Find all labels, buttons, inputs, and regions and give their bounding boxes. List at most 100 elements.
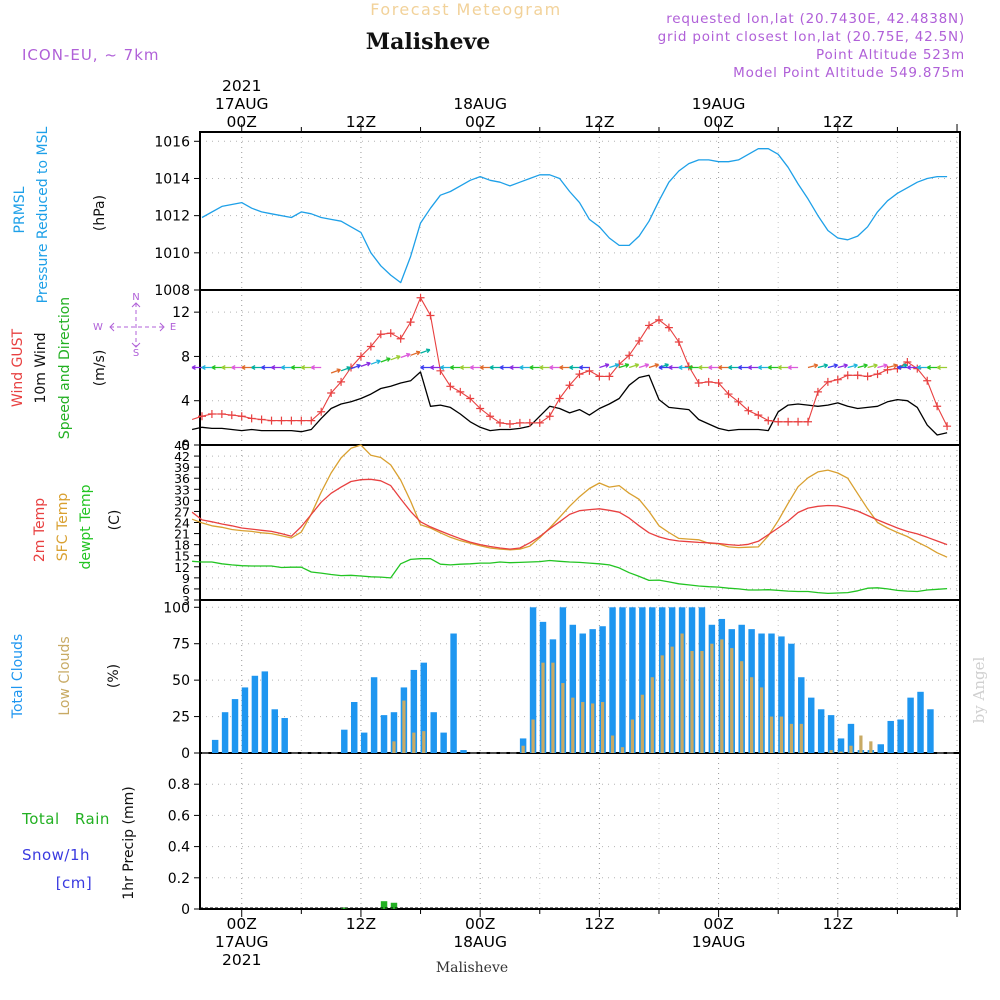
low-cloud-bar (581, 702, 585, 753)
ytick-label: 33 (174, 482, 190, 497)
low-cloud-bar (799, 723, 803, 753)
gust-marker (565, 381, 574, 390)
wind-unit: (m/s) (92, 350, 108, 387)
bottom-time-label: 12Z (584, 915, 614, 933)
wind-arrow (708, 365, 719, 370)
total-cloud-bar (450, 633, 457, 753)
top-time-label: 2021 (222, 77, 261, 95)
ytick-label: 0.6 (168, 808, 190, 824)
total-cloud-bar (529, 607, 537, 753)
wind-arrow (410, 350, 421, 356)
ytick-label: 0 (181, 746, 190, 762)
gust-marker (237, 412, 246, 421)
low-cloud-bar (392, 741, 396, 753)
gust-marker (356, 352, 365, 361)
low-cloud-bar (422, 731, 426, 753)
wind-arrow (360, 361, 371, 368)
low-cloud-bar (740, 661, 744, 753)
ytick-label: 1014 (154, 171, 190, 187)
gust-marker (605, 372, 614, 381)
snow-label: Snow/1h (22, 846, 90, 864)
gust-marker (664, 323, 673, 332)
bottom-time-label: 18AUG (453, 933, 507, 951)
temp2m-label: 2m Temp (32, 498, 48, 562)
gust-marker (416, 293, 425, 302)
ytick-label: 24 (174, 516, 190, 531)
panel-4: 0 0.2 0.4 0.6 0.8 (168, 752, 961, 918)
low-cloud-bar (571, 697, 575, 753)
gust-marker (774, 417, 783, 426)
gust-marker (317, 407, 326, 416)
bottom-time-label: 2021 (222, 951, 261, 969)
gust-marker (515, 418, 524, 427)
low-cloud-bar (640, 694, 644, 753)
wind-arrow (767, 365, 779, 370)
low-cloud-bar (690, 651, 694, 753)
low-cloud-bar (710, 643, 714, 753)
top-time-label: 12Z (346, 113, 376, 131)
compass-s: S (133, 348, 139, 359)
ytick-label: 0.8 (168, 777, 190, 793)
sfc-line (191, 444, 948, 558)
compass-icon: N S W E (93, 292, 176, 359)
wind-arrow (887, 363, 898, 369)
gust-marker (327, 388, 336, 397)
ytick-label: 39 (174, 460, 190, 475)
gust-marker (496, 418, 505, 427)
temp-unit: (C) (107, 510, 123, 531)
wind-arrow (539, 365, 550, 370)
total-cloud-bar (221, 712, 229, 753)
wind-arrow (400, 352, 411, 359)
total-cloud-bar (251, 675, 259, 753)
ytick-label: 6 (182, 582, 190, 597)
total-cloud-bar (619, 607, 626, 753)
total-cloud-bar (211, 739, 219, 753)
gridpoint-coords: grid point closest lon,lat (20.75E, 42.5… (658, 29, 965, 45)
gust-marker (476, 404, 485, 413)
total-cloud-bar (420, 662, 428, 753)
total-cloud-bar (778, 636, 785, 753)
gust-marker (525, 418, 534, 427)
ytick-label: 18 (174, 538, 190, 553)
wind-arrow (271, 365, 282, 370)
total-cloud-bar (639, 607, 646, 753)
gust-marker (804, 417, 812, 426)
low-cloud-bar (561, 683, 565, 753)
low-clouds-label: Low Clouds (57, 636, 73, 715)
top-time-label: 17AUG (215, 95, 269, 113)
gust-marker (704, 377, 713, 386)
ytick-label: 1010 (154, 246, 190, 262)
gust-marker (933, 402, 942, 411)
gust-marker (754, 411, 763, 420)
wind-arrow (549, 365, 560, 370)
low-cloud-bar (839, 751, 843, 753)
total-clouds-label: Total Clouds (10, 634, 26, 719)
wind-arrow (609, 363, 620, 369)
wind-dir-label: Speed and Direction (57, 297, 73, 439)
top-time-label: 18AUG (453, 95, 507, 113)
ytick-label: 1012 (154, 209, 190, 225)
total-cloud-bar (460, 750, 467, 753)
snow-unit-label: [cm] (56, 874, 93, 892)
compass-e: E (170, 322, 176, 333)
rain-bar (341, 907, 348, 909)
top-time-label: 12Z (823, 113, 853, 131)
total-cloud-bar (599, 626, 606, 753)
ytick-label: 0.4 (168, 840, 190, 856)
gust-marker (366, 342, 375, 351)
gust-marker (833, 375, 842, 384)
wind-arrow (241, 365, 252, 370)
chart-title: Forecast Meteogram (370, 0, 561, 19)
total-cloud-bar (837, 738, 845, 753)
wind-arrow (211, 365, 222, 370)
wind-arrow (698, 365, 709, 370)
total-cloud-bar (231, 699, 239, 753)
wind-arrow (638, 363, 650, 369)
low-cloud-bar (620, 747, 625, 753)
total-cloud-bar (271, 709, 278, 753)
total-cloud-bar (887, 720, 894, 753)
gust-marker (396, 334, 405, 343)
gust-marker (635, 336, 644, 345)
